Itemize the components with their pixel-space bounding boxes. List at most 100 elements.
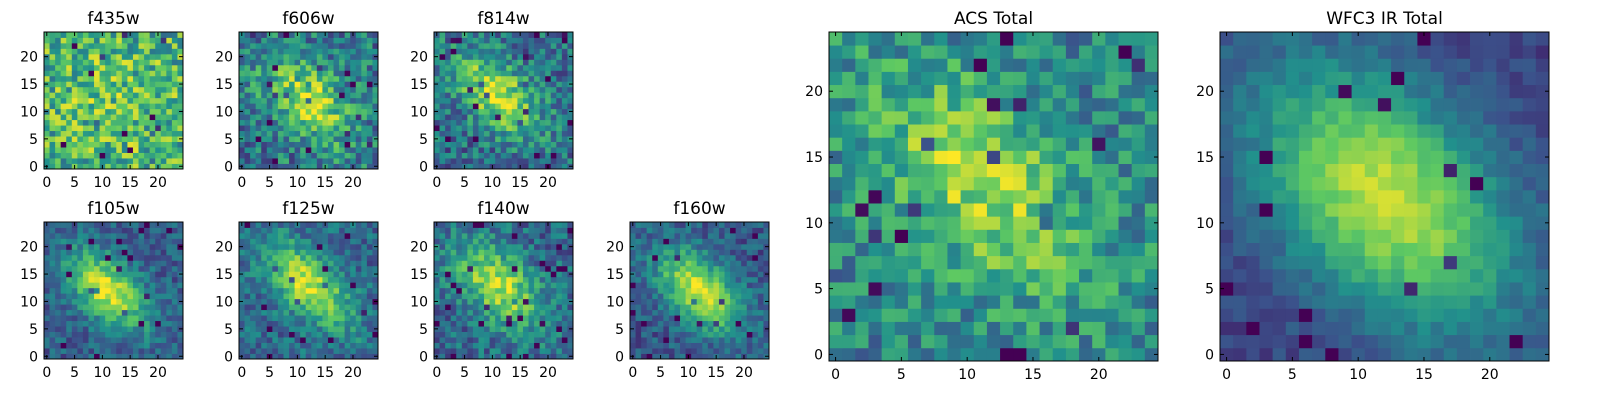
heatmap-cell xyxy=(55,326,62,332)
heatmap-cell xyxy=(561,238,568,245)
heatmap-cell xyxy=(907,229,922,243)
heatmap-cell xyxy=(289,222,295,228)
heatmap-cell xyxy=(517,337,524,343)
heatmap-cell xyxy=(478,227,485,234)
heatmap-cell xyxy=(66,320,73,327)
heatmap-cell xyxy=(110,86,117,93)
heatmap-cell xyxy=(550,353,557,360)
heatmap-cell xyxy=(255,232,262,239)
heatmap-cell xyxy=(171,342,178,349)
heatmap-cell xyxy=(339,158,346,164)
heatmap-cell xyxy=(691,222,698,228)
heatmap-cell xyxy=(472,114,479,121)
heatmap-cell xyxy=(450,222,457,228)
heatmap-cell xyxy=(752,353,759,360)
heatmap-cell xyxy=(121,232,128,239)
heatmap-cell xyxy=(1000,334,1014,349)
heatmap-cell xyxy=(94,108,100,115)
heatmap-cell xyxy=(44,70,50,77)
heatmap-cell xyxy=(149,260,156,267)
heatmap-cell xyxy=(842,216,856,230)
heatmap-cell xyxy=(556,222,563,228)
heatmap-cell xyxy=(311,97,318,104)
heatmap-cell xyxy=(71,81,78,88)
heatmap-cell xyxy=(746,287,753,294)
heatmap-cell xyxy=(707,238,714,245)
heatmap-cell xyxy=(372,265,379,272)
heatmap-cell xyxy=(266,309,273,316)
heatmap-cell xyxy=(495,152,502,159)
heatmap-cell xyxy=(311,304,318,311)
heatmap-cell xyxy=(366,147,373,153)
heatmap-cell xyxy=(250,309,257,316)
heatmap-cell xyxy=(1079,229,1093,243)
heatmap-cell xyxy=(680,238,686,245)
heatmap-cell xyxy=(757,222,764,228)
heatmap-cell xyxy=(289,141,295,148)
heatmap-cell xyxy=(350,136,357,142)
heatmap-cell xyxy=(305,232,312,239)
heatmap-cell xyxy=(517,103,524,110)
heatmap-cell xyxy=(489,75,496,82)
heatmap-cell xyxy=(534,119,541,126)
heatmap-cell xyxy=(177,249,184,256)
heatmap-cell xyxy=(166,92,173,99)
heatmap-cell xyxy=(478,254,485,261)
heatmap-cell xyxy=(316,136,323,142)
heatmap-cell xyxy=(255,222,262,228)
heatmap-cell xyxy=(60,331,67,338)
heatmap-cell xyxy=(450,227,457,234)
heatmap-cell xyxy=(366,331,373,338)
heatmap-cell xyxy=(116,254,123,261)
heatmap-cell xyxy=(327,243,334,250)
heatmap-cell xyxy=(517,136,524,142)
heatmap-cell xyxy=(344,136,351,142)
heatmap-cell xyxy=(166,326,173,332)
heatmap-cell xyxy=(478,59,485,66)
heatmap-cell xyxy=(522,108,529,115)
heatmap-cell xyxy=(550,86,557,93)
heatmap-cell xyxy=(333,92,340,99)
heatmap-cell xyxy=(127,125,134,132)
heatmap-cell xyxy=(300,271,307,278)
heatmap-cell xyxy=(244,119,251,126)
heatmap-cell xyxy=(155,337,162,343)
heatmap-cell xyxy=(506,103,513,110)
heatmap-cell xyxy=(366,293,373,300)
heatmap-cell xyxy=(461,42,468,49)
heatmap-cell xyxy=(361,342,368,349)
heatmap-cell xyxy=(478,48,485,55)
heatmap-cell xyxy=(127,53,134,60)
heatmap-cell xyxy=(300,48,307,55)
heatmap-cell xyxy=(311,152,318,159)
heatmap-cell xyxy=(1026,295,1040,309)
heatmap-cell xyxy=(561,59,568,66)
heatmap-cell xyxy=(105,48,112,55)
heatmap-cell xyxy=(534,59,541,66)
heatmap-cell xyxy=(250,249,257,256)
heatmap-cell xyxy=(439,53,446,60)
heatmap-cell xyxy=(71,254,78,261)
heatmap-cell xyxy=(144,315,151,322)
heatmap-cell xyxy=(724,326,731,332)
heatmap-cell xyxy=(266,326,273,332)
heatmap-cell xyxy=(300,114,307,121)
heatmap-cell xyxy=(121,249,128,256)
heatmap-cell xyxy=(160,119,167,126)
heatmap-cell xyxy=(166,70,173,77)
heatmap-cell xyxy=(272,293,279,300)
heatmap-cell xyxy=(635,276,642,283)
heatmap-cell xyxy=(652,342,659,349)
heatmap-cell xyxy=(718,337,725,343)
heatmap-cell xyxy=(277,97,284,104)
heatmap-cell xyxy=(539,315,546,322)
heatmap-cell xyxy=(528,298,535,305)
heatmap-cell xyxy=(121,48,128,55)
heatmap-cell xyxy=(294,282,301,289)
heatmap-cell xyxy=(489,348,496,354)
heatmap-cell xyxy=(534,309,541,316)
heatmap-cell xyxy=(366,227,373,234)
heatmap-cell xyxy=(171,92,178,99)
heatmap-cell xyxy=(49,337,56,343)
heatmap-cell xyxy=(372,238,379,245)
